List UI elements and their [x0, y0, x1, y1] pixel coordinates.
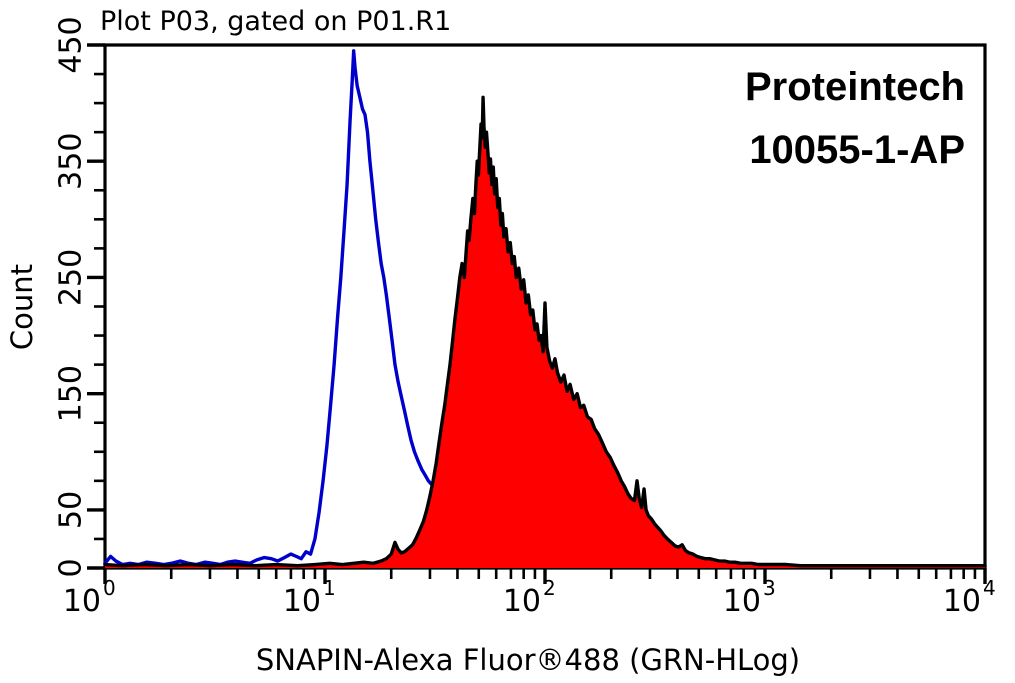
x-tick-label: 10 2 — [503, 576, 556, 619]
y-tick-label: 450 — [54, 16, 89, 73]
y-tick-label: 50 — [53, 491, 88, 529]
axis-ticks — [87, 43, 987, 584]
svg-text:4: 4 — [983, 576, 996, 600]
x-tick-label: 10 0 — [63, 576, 116, 619]
y-tick-label: 0 — [54, 558, 89, 577]
y-tick-label: 350 — [54, 133, 89, 190]
svg-text:10: 10 — [723, 584, 761, 619]
catalog-number-annotation: 10055-1-AP — [749, 128, 965, 172]
x-tick-label: 10 4 — [943, 576, 996, 619]
svg-text:10: 10 — [283, 584, 321, 619]
y-tick-label: 250 — [54, 249, 89, 306]
svg-text:3: 3 — [763, 576, 776, 600]
x-axis-label: SNAPIN-Alexa Fluor®488 (GRN-HLog) — [256, 643, 800, 677]
svg-text:2: 2 — [543, 576, 556, 600]
y-tick-label: 150 — [53, 365, 88, 422]
x-tick-label: 10 1 — [283, 576, 336, 619]
plot-title: Plot P03, gated on P01.R1 — [100, 6, 451, 37]
svg-text:10: 10 — [503, 584, 541, 619]
series-sample-outline — [103, 95, 987, 568]
svg-text:10: 10 — [63, 584, 101, 619]
svg-text:0: 0 — [103, 576, 116, 600]
brand-name-annotation: Proteintech — [745, 65, 965, 109]
svg-text:1: 1 — [323, 576, 336, 600]
data-curves — [103, 49, 987, 569]
svg-text:10: 10 — [943, 584, 981, 619]
y-axis-label: Count — [5, 264, 39, 350]
x-tick-label: 10 3 — [723, 576, 776, 619]
